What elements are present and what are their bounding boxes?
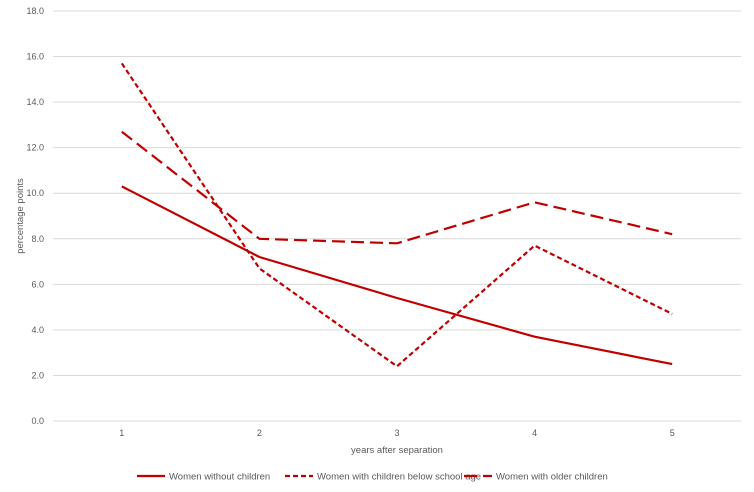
y-axis-ticks: 0.0 2.0 4.0 6.0 8.0 10.0 12.0 14.0 16.0 18.0 (26, 6, 44, 426)
gridlines (53, 10, 741, 422)
y-tick-label: 4.0 (31, 325, 44, 335)
series-line-2 (120, 62, 673, 368)
x-axis-title: years after separation (351, 445, 443, 456)
y-tick-label: 10.0 (26, 188, 44, 198)
y-tick-label: 14.0 (26, 97, 44, 107)
y-tick-label: 6.0 (31, 279, 44, 289)
legend-label: Women with older children (496, 472, 608, 483)
x-tick-label: 3 (394, 428, 399, 438)
x-tick-label: 5 (670, 428, 675, 438)
y-tick-label: 0.0 (31, 416, 44, 426)
x-tick-label: 4 (532, 428, 537, 438)
x-tick-label: 1 (119, 428, 124, 438)
y-tick-label: 8.0 (31, 234, 44, 244)
y-axis-title: percentage points (15, 178, 26, 254)
series-line-1 (121, 185, 673, 366)
y-tick-label: 16.0 (26, 52, 44, 62)
series-line-3 (121, 130, 673, 245)
y-tick-label: 12.0 (26, 143, 44, 153)
y-tick-label: 2.0 (31, 370, 44, 380)
x-axis-ticks: 1 2 3 4 5 (119, 428, 674, 438)
legend-label: Women without children (169, 472, 270, 483)
series-lines (120, 62, 673, 368)
legend: Women without children Women with childre… (137, 472, 608, 483)
y-tick-label: 18.0 (26, 6, 44, 16)
x-tick-label: 2 (257, 428, 262, 438)
legend-label: Women with children below school age (317, 472, 481, 483)
